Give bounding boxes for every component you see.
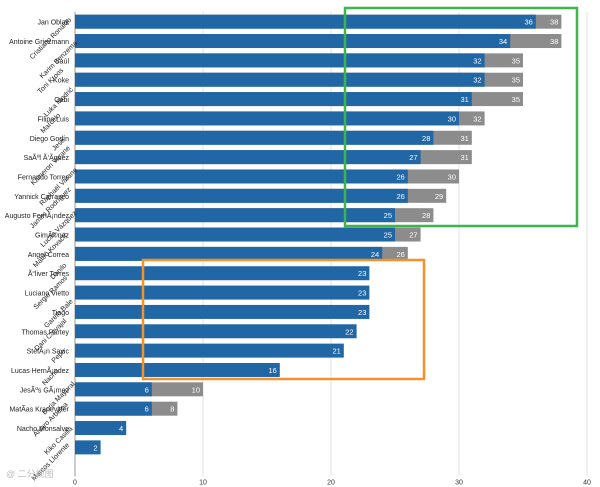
bar-primary	[75, 421, 127, 436]
bar-secondary-value: 35	[512, 56, 520, 65]
bar-secondary-value: 38	[550, 37, 558, 46]
x-tick-40: 40	[583, 479, 591, 486]
bar-primary-value: 21	[332, 347, 340, 356]
bar-primary	[75, 169, 408, 184]
bar-secondary-value: 31	[460, 153, 468, 162]
bar-primary	[75, 53, 485, 68]
highlight-boxes	[141, 6, 579, 381]
bar-primary-value: 31	[460, 95, 468, 104]
bar-primary	[75, 111, 459, 126]
category-label: Thomas Partey	[22, 329, 70, 336]
category-label: Lucas HernÃ¡ndez	[11, 366, 69, 375]
bar-secondary-value: 26	[396, 250, 404, 259]
category-label: Augusto FernÃ¡ndez	[5, 211, 70, 220]
bar-secondary-value: 31	[460, 134, 468, 143]
bar-primary	[75, 266, 370, 281]
bar-secondary-value: 8	[170, 405, 174, 414]
orange-highlight-box	[141, 258, 426, 381]
grid-lines	[74, 12, 588, 477]
bar-primary	[75, 343, 344, 358]
bar-primary-value: 34	[499, 37, 507, 46]
bar-primary-value: 2	[93, 443, 97, 452]
category-label: Antoine Griezmann	[9, 39, 69, 46]
bar-primary	[75, 246, 383, 261]
bar-primary-value: 30	[448, 114, 456, 123]
bar-primary	[75, 72, 485, 87]
bar-primary-value: 27	[409, 153, 417, 162]
category-label: Ã“liver Torres	[28, 269, 70, 278]
bar-secondary-value: 35	[512, 95, 520, 104]
bar-primary-value: 26	[396, 192, 404, 201]
bar-primary-value: 25	[384, 231, 392, 240]
bar-primary	[75, 285, 370, 300]
bar-primary-value: 24	[371, 250, 379, 259]
bar-primary	[75, 227, 395, 242]
category-label: Diego Godín	[30, 136, 69, 143]
category-label: Fernando Torres	[18, 174, 70, 181]
bar-primary-value: 26	[396, 172, 404, 181]
category-labels: Jan Oblak Antoine Griezmann Saúl Koke Gabi Fi…	[5, 20, 70, 433]
category-label: Jan Oblak	[37, 20, 69, 27]
bar-primary	[75, 92, 472, 107]
bar-secondary-value: 10	[192, 385, 200, 394]
bar-secondary-value: 35	[512, 76, 520, 85]
rotated-label: Luka Modrić	[43, 86, 75, 118]
bar-secondary-value: 32	[473, 114, 481, 123]
bar-primary-value: 36	[524, 18, 532, 27]
watermark: @ 二分视图	[6, 469, 54, 479]
x-tick-10: 10	[199, 479, 207, 486]
bar-primary	[75, 382, 152, 397]
category-label: Luciano Vietto	[25, 291, 69, 298]
bar-secondary-value: 38	[550, 18, 558, 27]
category-label: Angel Correa	[28, 252, 69, 259]
category-label: Gabi	[54, 97, 69, 104]
bar-primary-value: 23	[358, 308, 366, 317]
x-tick-20: 20	[327, 479, 335, 486]
x-tick-30: 30	[455, 479, 463, 486]
x-tick-0: 0	[73, 479, 77, 486]
bar-primary	[75, 440, 101, 455]
bar-secondary-value: 30	[448, 172, 456, 181]
bar-secondary-value: 29	[435, 192, 443, 201]
bar-primary-value: 16	[268, 366, 276, 375]
bar-primary	[75, 362, 280, 377]
bar-primary	[75, 34, 511, 49]
bar-primary-value: 28	[422, 134, 430, 143]
category-label: Yannick Carrasco	[14, 194, 69, 201]
green-highlight-box	[343, 6, 579, 228]
category-label: Koke	[53, 78, 69, 85]
category-label: MatÃ­as Kranevitter	[9, 405, 69, 414]
bar-primary-value: 25	[384, 211, 392, 220]
bar-primary	[75, 14, 536, 29]
bar-primary	[75, 130, 434, 145]
bars-layer: 3836383435323532353132303128312730262926…	[75, 14, 562, 455]
bar-primary	[75, 150, 421, 165]
category-label: Tiago	[52, 310, 69, 317]
bar-primary-value: 23	[358, 289, 366, 298]
bar-primary	[75, 188, 408, 203]
bar-primary-value: 32	[473, 56, 481, 65]
bar-secondary-value: 28	[422, 211, 430, 220]
bar-primary-value: 32	[473, 76, 481, 85]
category-label: SaÃºl Ã‘Ã­guez	[24, 153, 70, 162]
bar-primary	[75, 324, 357, 339]
bar-secondary-value: 27	[409, 231, 417, 240]
bar-primary	[75, 401, 152, 416]
bar-primary-value: 6	[145, 405, 149, 414]
bar-primary-value: 6	[145, 385, 149, 394]
bar-primary-value: 22	[345, 327, 353, 336]
category-label: GimÃ©nez	[35, 231, 69, 240]
category-label: Nacho Monsalve	[17, 426, 69, 433]
category-label: Filipe Luis	[37, 116, 69, 123]
category-label: Saúl	[55, 58, 69, 65]
bar-primary	[75, 304, 370, 319]
category-label: JesÃºs GÃ¡mez	[20, 385, 70, 394]
x-axis-ticks: 0 10 20 30 40	[73, 479, 591, 486]
bar-primary-value: 23	[358, 269, 366, 278]
bar-primary-value: 4	[119, 424, 123, 433]
bar-primary	[75, 208, 395, 223]
category-label: StefÃ¡n Savic	[27, 347, 70, 356]
